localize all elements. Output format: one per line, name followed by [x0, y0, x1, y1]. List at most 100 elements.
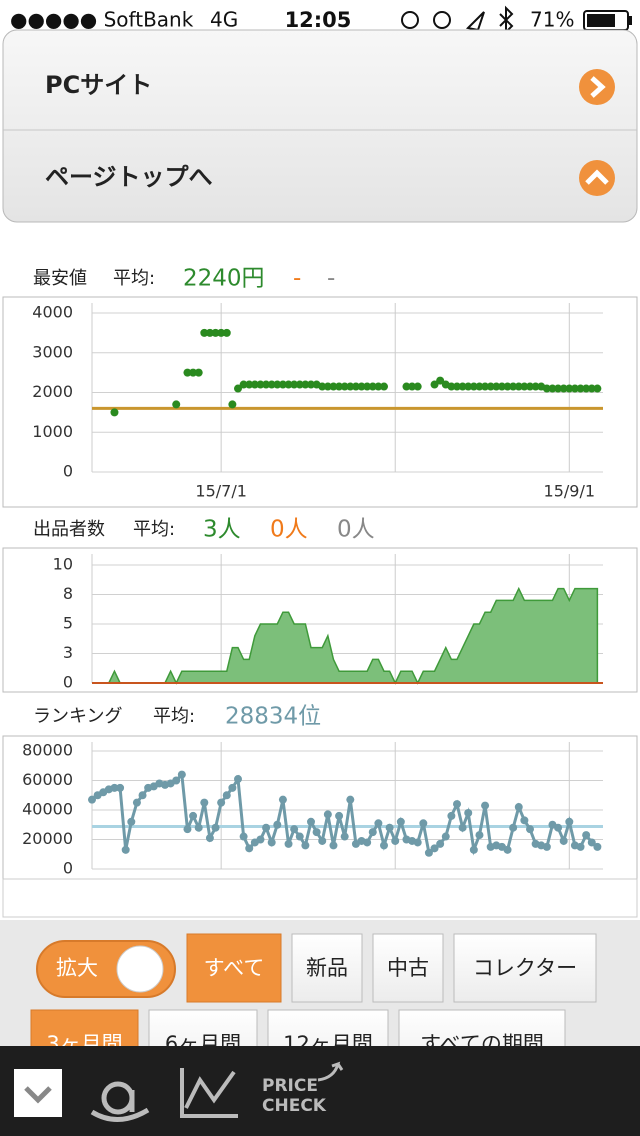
rank-dot — [458, 823, 467, 832]
network: 4G — [210, 8, 238, 32]
rank-dot — [284, 839, 293, 848]
filter-button[interactable] — [453, 933, 597, 1003]
price-dot — [335, 382, 344, 391]
stat: 2240円 — [183, 266, 265, 292]
y-tick-label: 4000 — [32, 303, 73, 322]
price-dot — [284, 380, 293, 389]
price-dot — [340, 382, 349, 391]
filter-button[interactable] — [291, 933, 363, 1003]
price-dot — [211, 328, 220, 337]
rank-dot — [110, 783, 119, 792]
price-dot — [408, 382, 417, 391]
rank-dot — [374, 819, 383, 828]
rank-dot — [481, 801, 490, 810]
price-dot — [453, 382, 461, 391]
price-dot — [278, 380, 287, 389]
toolbar — [0, 1046, 640, 1136]
chart-icon[interactable] — [180, 1068, 238, 1118]
filter-button[interactable] — [186, 933, 282, 1003]
collapse-button[interactable] — [14, 1069, 62, 1117]
rank-dot — [464, 808, 473, 817]
menu-label[interactable]: ページトップへ — [45, 163, 213, 191]
rank-dot — [301, 841, 310, 850]
price-dot — [357, 382, 366, 391]
stat: 3人 — [203, 517, 241, 543]
filter-button[interactable] — [372, 933, 444, 1003]
rank-dot — [239, 832, 248, 841]
price-dot — [234, 384, 242, 393]
price-dot — [256, 380, 265, 389]
menu-item[interactable]: ページトップへ — [45, 160, 615, 196]
filter-label[interactable]: 中古 — [387, 956, 429, 980]
price-dot — [447, 382, 456, 391]
price-dot — [239, 380, 248, 389]
price-dot — [503, 382, 512, 391]
y-tick-label: 5 — [63, 614, 73, 633]
price-dot — [295, 380, 304, 389]
rank-dot — [228, 783, 237, 792]
price-dot — [363, 382, 372, 391]
price-dot — [542, 384, 551, 393]
price-dot — [290, 380, 299, 389]
menu-label[interactable]: PCサイト — [45, 71, 152, 99]
amazon-icon[interactable] — [90, 1081, 150, 1122]
chevron — [24, 1086, 52, 1104]
rank-dot — [290, 825, 299, 834]
price-dot — [413, 382, 422, 391]
rank-dot — [116, 783, 125, 792]
price-dot — [593, 384, 602, 393]
time: 12:05 — [285, 8, 352, 32]
toggle-knob[interactable] — [116, 945, 164, 993]
rank-dot — [318, 836, 327, 845]
filter-label[interactable]: コレクター — [473, 956, 577, 980]
rank-dot — [194, 823, 203, 832]
up-icon[interactable] — [579, 160, 615, 196]
rank-dot — [329, 841, 338, 850]
rank-dot — [514, 803, 523, 812]
price-dot — [183, 368, 192, 377]
rank-dot — [323, 810, 332, 819]
rank-dot — [346, 795, 355, 804]
rank-dot — [441, 832, 450, 841]
arrow-icon[interactable] — [579, 69, 615, 105]
price-dot — [554, 384, 563, 393]
filter-label[interactable]: すべて — [204, 956, 265, 980]
rank-dot — [396, 817, 405, 826]
price-dot — [217, 328, 226, 337]
rank-dot — [245, 844, 254, 853]
rank-dot — [262, 823, 271, 832]
stat: 0人 — [270, 517, 308, 543]
price-dot — [189, 368, 198, 377]
up-glyph — [585, 169, 609, 185]
y-tick-label: 60000 — [22, 770, 73, 789]
rank-dot — [368, 828, 377, 837]
stat: - — [327, 266, 335, 292]
brand-top: PRICE — [262, 1076, 318, 1096]
average-label: 平均: — [113, 268, 155, 289]
rank-dot — [200, 798, 209, 807]
price-dot — [430, 380, 439, 389]
x-tick-label: 15/9/1 — [544, 482, 596, 501]
toggle-label[interactable]: 拡大 — [56, 956, 98, 980]
price-dot — [436, 376, 445, 385]
chart-frame — [2, 296, 638, 508]
rank-dot — [127, 817, 136, 826]
rank-dot — [222, 791, 231, 800]
y-tick-label: 2000 — [32, 382, 73, 401]
rank-dot — [307, 817, 315, 826]
rank-dot — [587, 838, 596, 847]
rank-dot — [189, 811, 198, 820]
price-dot — [469, 382, 478, 391]
filter-label[interactable]: 新品 — [306, 956, 348, 980]
price-dot — [582, 384, 591, 393]
rank-dot — [565, 817, 574, 826]
rank-dot — [453, 800, 461, 809]
arrow-glyph — [590, 76, 606, 98]
rank-dot — [273, 820, 282, 829]
rank-dot — [503, 845, 512, 854]
zoom-toggle[interactable]: 拡大 — [36, 940, 176, 998]
rank-dot — [211, 823, 220, 832]
rank-dot — [340, 832, 349, 841]
menu-item[interactable]: PCサイト — [45, 69, 615, 105]
